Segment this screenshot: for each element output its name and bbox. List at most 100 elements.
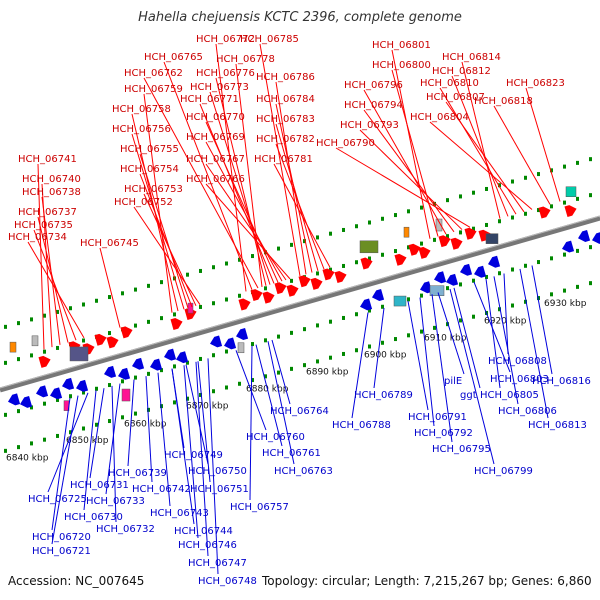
forward-gene-label: HCH_06778 [216,54,275,65]
forward-gene-label-leader [336,148,470,227]
tick-row-lower [290,331,293,335]
tick-row-lower [446,286,449,290]
tick-row-top [186,273,189,277]
tick-row-bottom [134,412,137,416]
tick-row-lower [329,320,332,324]
forward-gene-label: HCH_06767 [186,154,245,165]
reverse-gene-label: HCH_06764 [270,406,329,417]
forward-gene-label: HCH_06812 [432,66,491,77]
forward-gene-label-leader [274,164,330,267]
tick-row-upper [316,271,319,275]
forward-gene-label: HCH_06769 [186,132,245,143]
reverse-gene-arrow-shape [222,337,236,351]
tick-row-bottom [108,419,111,423]
tick-row-bottom [589,281,592,285]
tick-row-lower [576,249,579,253]
tick-row-bottom [368,345,371,349]
forward-gene-label: HCH_06800 [372,60,431,71]
forward-gene-label: HCH_06796 [344,80,403,91]
tick-row-upper [290,279,293,283]
tick-row-upper [342,264,345,268]
tick-row-top [134,288,137,292]
tick-row-lower [108,383,111,387]
tick-row-lower [511,268,514,272]
forward-gene-label: HCH_06771 [180,94,239,105]
forward-gene-label: HCH_06735 [14,220,73,231]
rna-feature [10,342,16,352]
reverse-gene-label-leader [352,313,368,418]
tick-row-top [225,262,228,266]
tick-row-bottom [173,400,176,404]
tick-row-upper [563,201,566,205]
tick-row-lower [459,282,462,286]
forward-gene-arrow-shape [418,245,432,259]
forward-gene-label: HCH_06823 [506,78,565,89]
forward-gene-label: HCH_06786 [256,72,315,83]
tick-row-bottom [4,449,7,453]
forward-gene-label-leader [100,248,120,328]
reverse-gene-label-leader [250,346,252,500]
reverse-gene-label: HCH_06813 [528,420,587,431]
tick-row-top [459,194,462,198]
tick-row-top [394,213,397,217]
forward-gene-label-leader [132,134,184,309]
pseudogene-feature [238,343,244,353]
tick-row-bottom [576,285,579,289]
reverse-gene-label: HCH_06806 [498,406,557,417]
tick-row-lower [550,256,553,260]
tick-row-bottom [30,441,33,445]
forward-gene-arrow [106,335,120,349]
reverse-gene-arrow [208,335,222,349]
tick-row-bottom [290,367,293,371]
tick-row-upper [498,219,501,223]
reverse-gene-label: HCH_06795 [432,444,491,455]
tick-row-lower [537,260,540,264]
forward-gene-label: HCH_06784 [256,94,315,105]
tick-row-top [576,161,579,165]
tick-row-bottom [17,445,20,449]
forward-gene-arrow-shape [438,234,452,248]
tick-row-upper [550,204,553,208]
reverse-gene-arrow-shape [560,241,574,255]
forward-gene-arrow-shape [94,332,108,346]
reverse-gene-label: HCH_06732 [96,524,155,535]
tick-row-upper [108,331,111,335]
forward-gene-arrow-shape [360,256,374,270]
reverse-gene-label: HCH_06788 [332,420,391,431]
tick-row-upper [355,260,358,264]
forward-gene-label: HCH_06741 [18,154,77,165]
forward-gene-label: HCH_06781 [254,154,313,165]
tick-row-top [30,317,33,321]
forward-gene-label-leader [134,207,200,305]
forward-gene-arrow [38,354,52,368]
tick-row-upper [56,346,59,350]
reverse-gene-arrow-shape [102,366,116,380]
forward-gene-arrow [274,281,288,295]
reverse-gene-label: pilE [444,376,462,387]
forward-gene-label: HCH_06752 [114,197,173,208]
reverse-gene-label: HCH_06805 [480,390,539,401]
tick-row-top [472,191,475,195]
reverse-gene-label: HCH_06739 [108,468,167,479]
tick-row-bottom [342,352,345,356]
forward-gene-label: HCH_06762 [124,68,183,79]
reverse-gene-arrow-shape [6,393,20,407]
reverse-gene-label: HCH_06725 [28,494,87,505]
reverse-gene-label: HCH_06731 [70,480,129,491]
forward-gene-arrow [360,256,374,270]
reverse-gene-arrow [432,271,446,285]
tick-row-top [147,284,150,288]
tick-row-top [212,265,215,269]
forward-gene-label: HCH_06782 [256,134,315,145]
forward-gene-arrow-shape [262,290,276,304]
tick-row-upper [459,230,462,234]
forward-gene-label: HCH_06755 [120,144,179,155]
tick-row-upper [147,320,150,324]
tick-row-lower [173,364,176,368]
gene-feature-box [486,234,498,244]
tick-row-upper [394,249,397,253]
tick-row-top [485,187,488,191]
reverse-gene-arrow-shape [472,266,486,280]
forward-gene-label: HCH_06790 [316,138,375,149]
rna-feature [404,227,409,237]
